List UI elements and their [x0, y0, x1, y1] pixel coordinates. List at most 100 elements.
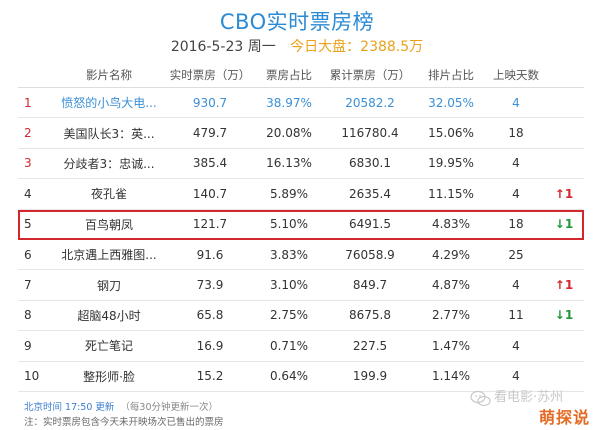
table-row[interactable]: 4 夜孔雀 140.7 5.89% 2635.4 11.15% 4 ↑1 [18, 179, 584, 210]
days-cell: 4 [512, 186, 520, 201]
seat-cell: 4.83% [431, 217, 471, 232]
name-cell: 北京遇上西雅图... [61, 248, 157, 263]
total-cell: 6830.1 [349, 156, 391, 171]
table-row[interactable]: 1 愤怒的小鸟大电... 930.7 38.97% 20582.2 32.05% 4 [18, 88, 584, 119]
days-cell: 4 [512, 95, 520, 110]
header-days: 上映天数 [493, 67, 539, 82]
name-cell: 夜孔雀 [90, 187, 127, 202]
table-body: 1 愤怒的小鸟大电... 930.7 38.97% 20582.2 32.05% 4 2 美国队… [18, 88, 584, 392]
trend-cell: ↑1 [554, 186, 574, 201]
rank-cell: 2 [24, 126, 32, 141]
page-title: CBO实时票房榜 [219, 10, 375, 34]
trend-cell: ↑1 [554, 278, 574, 293]
total-cell: 227.5 [352, 338, 388, 353]
name-cell: 整形师·脸 [83, 369, 135, 384]
seat-cell: 4.29% [431, 247, 471, 262]
current-cell: 15.2 [196, 369, 224, 384]
current-cell: 121.7 [192, 217, 228, 232]
table-row[interactable]: 8 超脑48小时 65.8 2.75% 8675.8 2.77% 11 ↓1 [18, 301, 584, 332]
rank-cell: 6 [24, 247, 32, 262]
share-cell: 3.10% [269, 278, 309, 293]
name-cell: 美国队长3：英... [63, 126, 155, 141]
total-cell: 849.7 [352, 278, 388, 293]
rank-cell: 4 [24, 186, 32, 201]
share-cell: 0.64% [269, 369, 309, 384]
trend-cell [546, 88, 582, 117]
trend-cell [546, 149, 582, 178]
total-cell: 2635.4 [349, 186, 391, 201]
seat-cell: 15.06% [428, 126, 474, 141]
total-cell: 6491.5 [349, 217, 391, 232]
days-cell: 11 [508, 308, 524, 323]
total-box-office-value: 2388.5万 [360, 39, 424, 55]
share-cell: 0.71% [269, 338, 309, 353]
current-cell: 16.9 [196, 338, 224, 353]
disclaimer: 注：实时票房包含今天未开映场次已售出的票房 [24, 417, 224, 428]
name-cell: 愤怒的小鸟大电... [61, 96, 157, 111]
name-cell: 百鸟朝凤 [84, 217, 133, 232]
seat-cell: 1.47% [431, 338, 471, 353]
table-row[interactable]: 10 整形师·脸 15.2 0.64% 199.9 1.14% 4 [18, 362, 584, 392]
share-cell: 20.08% [266, 126, 312, 141]
days-cell: 4 [512, 369, 520, 384]
box-office-table: 影片名称 实时票房（万） 票房占比 累计票房（万） 排片占比 上映天数 1 愤怒的… [18, 62, 584, 392]
update-time[interactable]: 北京时间 17:50 更新 [24, 402, 115, 413]
current-cell: 140.7 [192, 186, 228, 201]
name-cell: 死亡笔记 [84, 339, 133, 354]
total-box-office-label: 今日大盘： [290, 39, 361, 55]
days-cell: 4 [512, 338, 520, 353]
table-row[interactable]: 2 美国队长3：英... 479.7 20.08% 116780.4 15.06% 18 [18, 118, 584, 149]
header-total: 累计票房（万） [329, 67, 411, 82]
total-cell: 199.9 [352, 369, 388, 384]
current-cell: 479.7 [192, 126, 228, 141]
trend-cell: ↓1 [554, 308, 574, 323]
rank-cell: 8 [24, 308, 32, 323]
table-row[interactable]: 7 钢刀 73.9 3.10% 849.7 4.87% 4 ↑1 [18, 270, 584, 301]
days-cell: 25 [508, 247, 524, 262]
days-cell: 18 [508, 126, 524, 141]
header-current: 实时票房（万） [169, 67, 251, 82]
share-cell: 2.75% [269, 308, 309, 323]
header-share: 票房占比 [266, 67, 312, 82]
watermark: 看电影·苏州 萌探说 [470, 384, 594, 430]
share-cell: 16.13% [266, 156, 312, 171]
name-cell: 分歧者3：忠诚... [63, 156, 155, 171]
current-cell: 73.9 [196, 278, 224, 293]
table-row[interactable]: 3 分歧者3：忠诚... 385.4 16.13% 6830.1 19.95% 4 [18, 149, 584, 180]
table-row[interactable]: 6 北京遇上西雅图... 91.6 3.83% 76058.9 4.29% 25 [18, 240, 584, 271]
update-info: 北京时间 17:50 更新 （每30分钟更新一次） [24, 399, 218, 413]
table-row[interactable]: 9 死亡笔记 16.9 0.71% 227.5 1.47% 4 [18, 331, 584, 362]
trend-cell [546, 331, 582, 360]
share-cell: 38.97% [266, 95, 312, 110]
rank-cell: 10 [24, 369, 40, 384]
table-header: 影片名称 实时票房（万） 票房占比 累计票房（万） 排片占比 上映天数 [18, 62, 584, 88]
seat-cell: 1.14% [431, 369, 471, 384]
rank-cell: 1 [24, 95, 32, 110]
name-cell: 钢刀 [96, 278, 121, 293]
wechat-icon [470, 390, 491, 407]
update-note: （每30分钟更新一次） [120, 402, 219, 413]
current-cell: 385.4 [192, 156, 228, 171]
share-cell: 5.10% [269, 217, 309, 232]
days-cell: 4 [512, 278, 520, 293]
current-cell: 930.7 [192, 95, 228, 110]
rank-cell: 5 [24, 217, 32, 232]
seat-cell: 19.95% [428, 156, 474, 171]
date-label: 2016-5-23 周一 [170, 39, 276, 55]
days-cell: 4 [512, 156, 520, 171]
name-cell: 超脑48小时 [77, 308, 141, 323]
rank-cell: 9 [24, 338, 32, 353]
total-cell: 116780.4 [341, 126, 399, 141]
watermark-badge: 萌探说 [538, 408, 590, 427]
trend-cell: ↓1 [554, 217, 574, 232]
total-cell: 8675.8 [349, 308, 391, 323]
rank-cell: 7 [24, 278, 32, 293]
header-seat: 排片占比 [428, 67, 474, 82]
rank-cell: 3 [24, 156, 32, 171]
table-row[interactable]: 5 百鸟朝凤 121.7 5.10% 6491.5 4.83% 18 ↓1 [18, 209, 584, 240]
watermark-text: 看电影·苏州 [494, 390, 564, 405]
header-rank [24, 62, 50, 87]
current-cell: 91.6 [196, 247, 224, 262]
share-cell: 3.83% [269, 247, 309, 262]
seat-cell: 4.87% [431, 278, 471, 293]
